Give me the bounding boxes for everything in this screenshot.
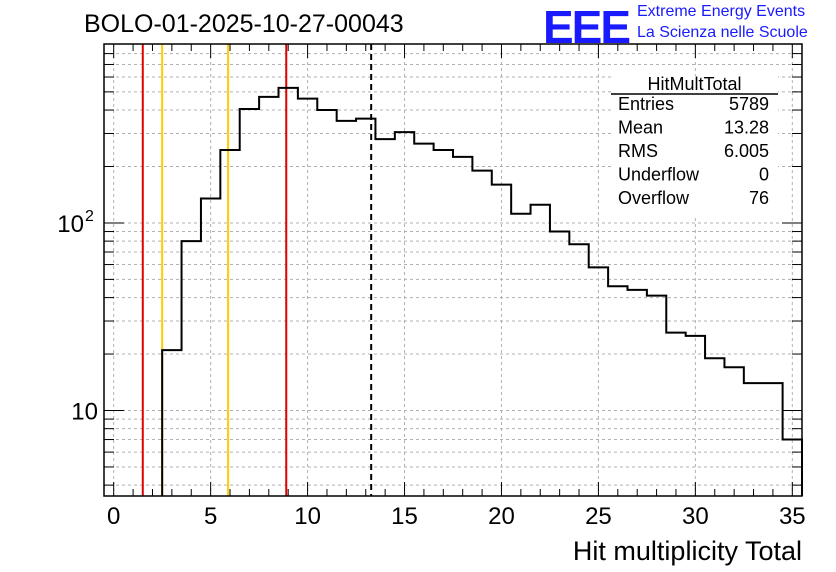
stats-row-label: Overflow (618, 188, 690, 208)
stats-row-label: Entries (618, 94, 674, 114)
histogram-bin (686, 336, 705, 496)
histogram-bin (647, 296, 666, 496)
stats-row-label: Mean (618, 118, 663, 138)
histogram-bin (550, 232, 569, 496)
histogram-bin (628, 290, 647, 496)
y-tick-label: 10 (71, 398, 98, 425)
stats-box-background (611, 76, 778, 216)
stats-row-value: 13.28 (724, 118, 769, 138)
chart-title: BOLO-01-2025-10-27-00043 (84, 10, 404, 38)
x-tick-label: 20 (488, 503, 515, 530)
histogram-outline (161, 86, 803, 496)
x-axis-title: Hit multiplicity Total (573, 536, 802, 566)
x-tick-label: 15 (391, 503, 418, 530)
histogram-bin (162, 350, 181, 496)
histogram-bin (414, 144, 433, 496)
eee-logo-line-2: La Scienza nelle Scuole (637, 24, 808, 41)
x-tick-label: 25 (585, 503, 612, 530)
histogram-bin (337, 121, 356, 496)
histogram-bin (279, 88, 298, 496)
histogram-bin (492, 185, 511, 496)
histogram-bin (608, 286, 627, 496)
histogram-bin (705, 358, 724, 496)
y-tick-label-exponent: 2 (85, 208, 94, 225)
stats-row-label: RMS (618, 141, 658, 161)
grid (104, 43, 802, 496)
histogram-bin (434, 150, 453, 496)
histogram-bin (531, 205, 550, 496)
plot-frame (103, 43, 803, 497)
histogram-bin (220, 150, 239, 496)
histogram-bin (511, 214, 530, 496)
histogram-bin (763, 383, 782, 496)
histogram-bin (569, 244, 588, 496)
x-tick-label: 5 (204, 503, 217, 530)
histogram-bin (240, 109, 259, 496)
plot-border (103, 43, 803, 497)
histogram-bin (317, 110, 336, 496)
histogram-bin (453, 157, 472, 496)
stats-row-value: 5789 (729, 94, 769, 114)
y-tick-label: 10 (57, 211, 84, 238)
histogram-bin (472, 171, 491, 496)
stats-row-value: 76 (749, 188, 769, 208)
histogram-bin (182, 241, 201, 496)
histogram-bin (666, 333, 685, 496)
stats-row-value: 0 (759, 165, 769, 185)
x-tick-label: 10 (294, 503, 321, 530)
histogram-bin (724, 367, 743, 496)
eee-logo-line-1: Extreme Energy Events (637, 3, 806, 20)
stats-box-title: HitMultTotal (647, 74, 741, 94)
stats-row-label: Underflow (618, 165, 700, 185)
histogram-bin (375, 139, 394, 496)
histogram-bin (259, 97, 278, 496)
histogram-bin (298, 99, 317, 496)
histogram-bin (744, 383, 763, 496)
x-tick-label: 30 (682, 503, 709, 530)
histogram-bin (589, 267, 608, 496)
stats-row-value: 6.005 (724, 141, 769, 161)
x-tick-label: 35 (779, 503, 806, 530)
histogram-bin (395, 132, 414, 496)
histogram-bin (356, 119, 375, 496)
x-tick-label: 0 (107, 503, 120, 530)
histogram-bin (201, 199, 220, 496)
histogram (161, 86, 803, 496)
axis-ticks (104, 43, 802, 496)
